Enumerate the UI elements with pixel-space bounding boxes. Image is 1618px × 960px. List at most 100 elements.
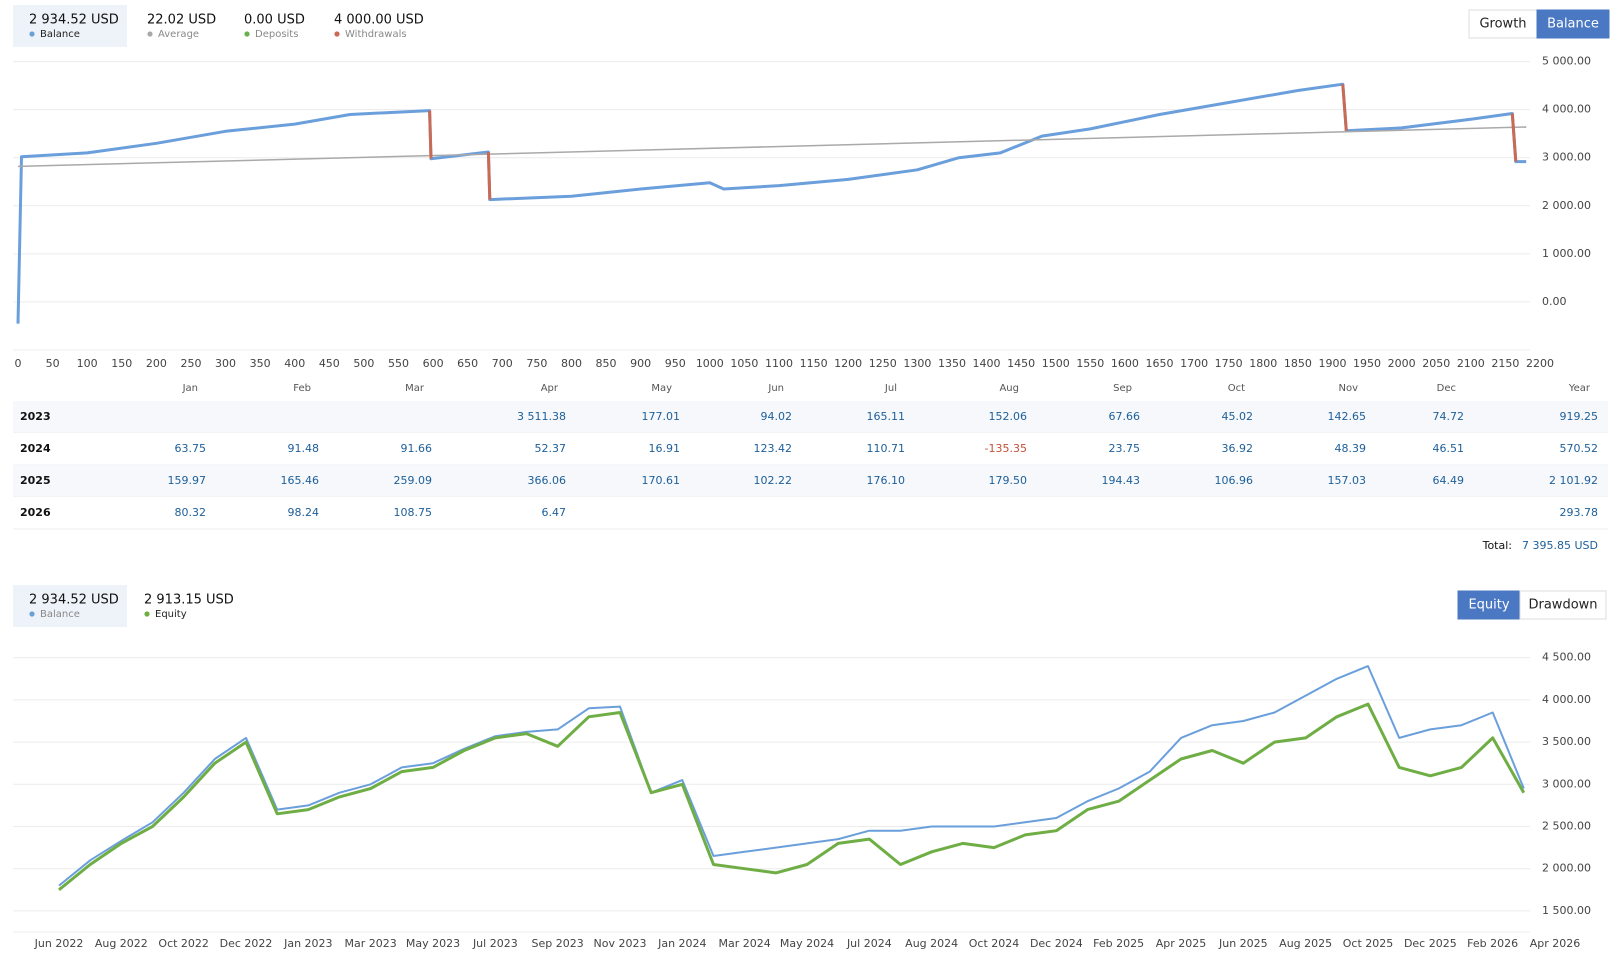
table-cell: 177.01: [642, 410, 681, 423]
x-tick-label: Sep 2023: [532, 937, 584, 950]
legend-label: Balance: [40, 609, 80, 620]
x-tick-label: Oct 2022: [158, 937, 209, 950]
button-label[interactable]: Equity: [1468, 598, 1509, 613]
table-cell: 159.97: [168, 474, 207, 487]
column-header: Mar: [405, 383, 425, 394]
series-line: [17, 126, 1527, 168]
x-tick-label: 1650: [1146, 357, 1174, 370]
y-tick-label: 1 500.00: [1542, 904, 1591, 917]
x-tick-label: Feb 2026: [1467, 937, 1518, 950]
table-cell: 67.66: [1109, 410, 1141, 423]
x-tick-label: 650: [457, 357, 478, 370]
y-tick-label: 3 500.00: [1542, 735, 1591, 748]
table-cell: 919.25: [1560, 410, 1599, 423]
x-tick-label: Jul 2023: [472, 937, 518, 950]
column-header: Nov: [1338, 383, 1358, 394]
legend-dot: [147, 31, 153, 37]
summary-value: 2 934.52 USD: [29, 593, 119, 608]
x-tick-label: 350: [250, 357, 271, 370]
y-tick-label: 4 000.00: [1542, 103, 1591, 116]
x-tick-label: 400: [284, 357, 305, 370]
x-tick-label: 900: [630, 357, 651, 370]
x-tick-label: Jan 2023: [283, 937, 332, 950]
series-line: [58, 665, 1525, 887]
x-tick-label: 1000: [696, 357, 724, 370]
legend-dot: [334, 31, 340, 37]
row-year: 2026: [20, 506, 51, 519]
x-tick-label: 1800: [1249, 357, 1277, 370]
y-tick-label: 4 000.00: [1542, 693, 1591, 706]
legend-label: Average: [158, 29, 199, 40]
table-row: [13, 401, 1608, 433]
table-cell: 48.39: [1335, 442, 1367, 455]
button-label[interactable]: Growth: [1479, 17, 1526, 32]
x-tick-label: 1250: [869, 357, 897, 370]
table-cell: 46.51: [1433, 442, 1465, 455]
summary-value: 2 934.52 USD: [29, 13, 119, 28]
x-tick-label: 550: [388, 357, 409, 370]
legend-label: Balance: [40, 29, 80, 40]
x-tick-label: 2000: [1388, 357, 1416, 370]
table-cell: -135.35: [985, 442, 1027, 455]
x-tick-label: 1900: [1318, 357, 1346, 370]
column-header: Jul: [884, 383, 897, 394]
x-tick-label: 2050: [1422, 357, 1450, 370]
x-tick-label: Apr 2025: [1156, 937, 1207, 950]
table-cell: 102.22: [754, 474, 793, 487]
x-tick-label: 50: [46, 357, 60, 370]
x-tick-label: 600: [423, 357, 444, 370]
table-row: [13, 465, 1608, 497]
x-tick-label: 1750: [1215, 357, 1243, 370]
table-cell: 170.61: [642, 474, 681, 487]
legend-label: Withdrawals: [345, 29, 407, 40]
table-cell: 165.11: [867, 410, 906, 423]
column-header: Apr: [541, 383, 559, 394]
toggle-button[interactable]: [1457, 590, 1521, 620]
x-tick-label: Feb 2025: [1093, 937, 1144, 950]
table-cell: 194.43: [1102, 474, 1141, 487]
table-cell: 36.92: [1222, 442, 1254, 455]
toggle-button[interactable]: [1468, 9, 1538, 39]
table-cell: 91.66: [401, 442, 433, 455]
x-tick-label: 300: [215, 357, 236, 370]
summary-value: 22.02 USD: [147, 13, 216, 28]
toggle-button[interactable]: [1519, 590, 1607, 620]
table-cell: 142.65: [1328, 410, 1367, 423]
table-cell: 52.37: [535, 442, 567, 455]
total-value: 7 395.85 USD: [1522, 539, 1598, 552]
x-tick-label: 100: [77, 357, 98, 370]
x-tick-label: Jun 2025: [1218, 937, 1268, 950]
x-tick-label: 450: [319, 357, 340, 370]
x-tick-label: Aug 2022: [95, 937, 148, 950]
x-tick-label: Jul 2024: [846, 937, 892, 950]
x-tick-label: 2150: [1491, 357, 1519, 370]
table-cell: 110.71: [867, 442, 906, 455]
column-header: Sep: [1113, 383, 1132, 394]
x-tick-label: 1350: [938, 357, 966, 370]
table-row: [13, 433, 1608, 465]
x-tick-label: Jun 2022: [34, 937, 84, 950]
table-cell: 123.42: [754, 442, 793, 455]
x-tick-label: 2100: [1457, 357, 1485, 370]
column-header: Feb: [293, 383, 311, 394]
y-tick-label: 0.00: [1542, 295, 1567, 308]
x-tick-label: Nov 2023: [594, 937, 647, 950]
summary-value: 0.00 USD: [244, 13, 305, 28]
x-tick-label: 1300: [903, 357, 931, 370]
toggle-button[interactable]: [1536, 9, 1610, 39]
row-year: 2024: [20, 442, 51, 455]
button-label[interactable]: Balance: [1547, 17, 1599, 32]
x-tick-label: 800: [561, 357, 582, 370]
x-tick-label: 1500: [1042, 357, 1070, 370]
x-tick-label: Mar 2023: [345, 937, 397, 950]
table-cell: 106.96: [1215, 474, 1254, 487]
x-tick-label: Dec 2025: [1404, 937, 1457, 950]
summary-highlight: [13, 5, 127, 47]
button-label[interactable]: Drawdown: [1528, 598, 1597, 613]
legend-dot: [29, 611, 35, 617]
table-row: [13, 497, 1608, 529]
x-tick-label: 1100: [765, 357, 793, 370]
series-line: [428, 84, 1518, 200]
column-header: Jun: [767, 383, 784, 394]
series-line: [58, 702, 1526, 891]
